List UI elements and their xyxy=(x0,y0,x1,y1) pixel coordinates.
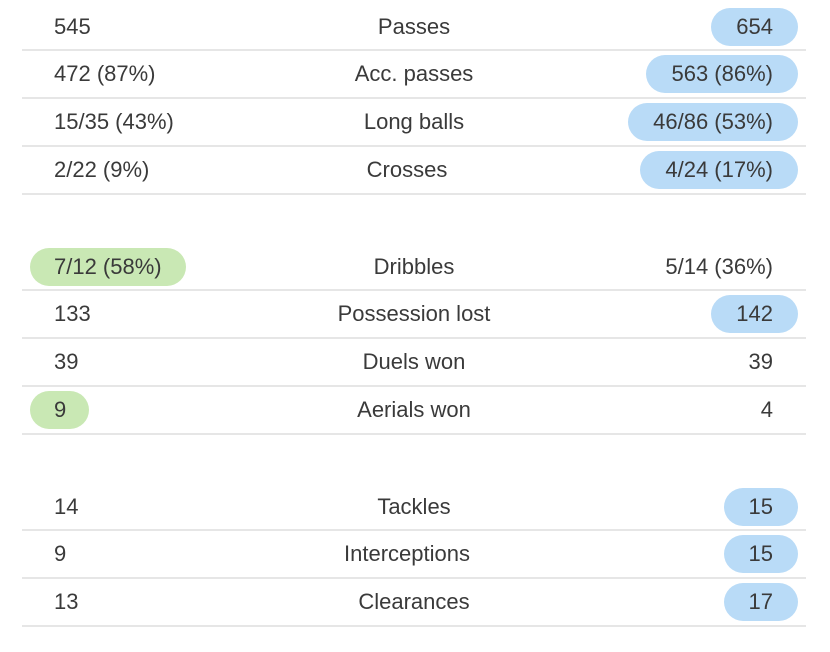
home-value: 9 xyxy=(30,391,90,429)
away-value: 654 xyxy=(711,7,798,46)
away-value: 46/86 (53%) xyxy=(628,103,798,141)
stat-label: Possession lost xyxy=(337,301,491,326)
stat-row-interceptions: 9 Interceptions 15 xyxy=(22,531,806,579)
stats-group-passing: 545 Passes 654 472 (87%) Acc. passes 563… xyxy=(22,4,806,195)
stat-label: Clearances xyxy=(358,589,470,614)
stat-row-tackles: 14 Tackles 15 xyxy=(22,484,806,531)
away-value: 4/24 (17%) xyxy=(640,151,798,189)
stat-row-aerials-won: 9 Aerials won 4 xyxy=(22,387,806,435)
home-value: 545 xyxy=(54,13,91,39)
stat-row-duels-won: 39 Duels won 39 xyxy=(22,339,806,387)
stat-label: Dribbles xyxy=(373,253,455,279)
stat-row-passes: 545 Passes 654 xyxy=(22,4,806,51)
stat-row-long-balls: 15/35 (43%) Long balls 46/86 (53%) xyxy=(22,99,806,147)
stat-row-acc-passes: 472 (87%) Acc. passes 563 (86%) xyxy=(22,51,806,99)
away-value: 4 xyxy=(760,397,773,422)
home-value: 9 xyxy=(54,541,67,566)
stat-label: Acc. passes xyxy=(354,61,474,86)
stat-label: Tackles xyxy=(377,493,451,519)
stat-label: Long balls xyxy=(363,109,465,134)
stat-row-dribbles: 7/12 (58%) Dribbles 5/14 (36%) xyxy=(22,244,806,291)
home-value: 7/12 (58%) xyxy=(30,247,186,286)
away-value: 142 xyxy=(711,295,798,333)
stat-row-clearances: 13 Clearances 17 xyxy=(22,579,806,627)
stat-label: Crosses xyxy=(366,157,448,182)
stats-group-duels: 7/12 (58%) Dribbles 5/14 (36%) 133 Posse… xyxy=(22,244,806,435)
home-value: 133 xyxy=(54,301,91,326)
stat-row-possession-lost: 133 Possession lost 142 xyxy=(22,291,806,339)
home-value: 472 (87%) xyxy=(54,61,156,86)
stat-label: Interceptions xyxy=(344,541,470,566)
stat-label: Passes xyxy=(377,13,451,39)
away-value: 15 xyxy=(723,535,798,573)
away-value: 563 (86%) xyxy=(646,55,798,93)
stat-label: Aerials won xyxy=(357,397,471,422)
stat-label: Duels won xyxy=(362,349,466,374)
home-value: 13 xyxy=(54,589,79,614)
away-value: 15 xyxy=(723,487,798,526)
home-value: 14 xyxy=(54,493,79,519)
away-value: 17 xyxy=(723,583,798,621)
home-value: 2/22 (9%) xyxy=(54,157,150,182)
home-value: 39 xyxy=(54,349,79,374)
stats-group-defending: 14 Tackles 15 9 Interceptions 15 13 Clea… xyxy=(22,484,806,627)
away-value: 5/14 (36%) xyxy=(665,253,773,279)
away-value: 39 xyxy=(748,349,773,374)
stat-row-crosses: 2/22 (9%) Crosses 4/24 (17%) xyxy=(22,147,806,195)
home-value: 15/35 (43%) xyxy=(54,109,174,134)
